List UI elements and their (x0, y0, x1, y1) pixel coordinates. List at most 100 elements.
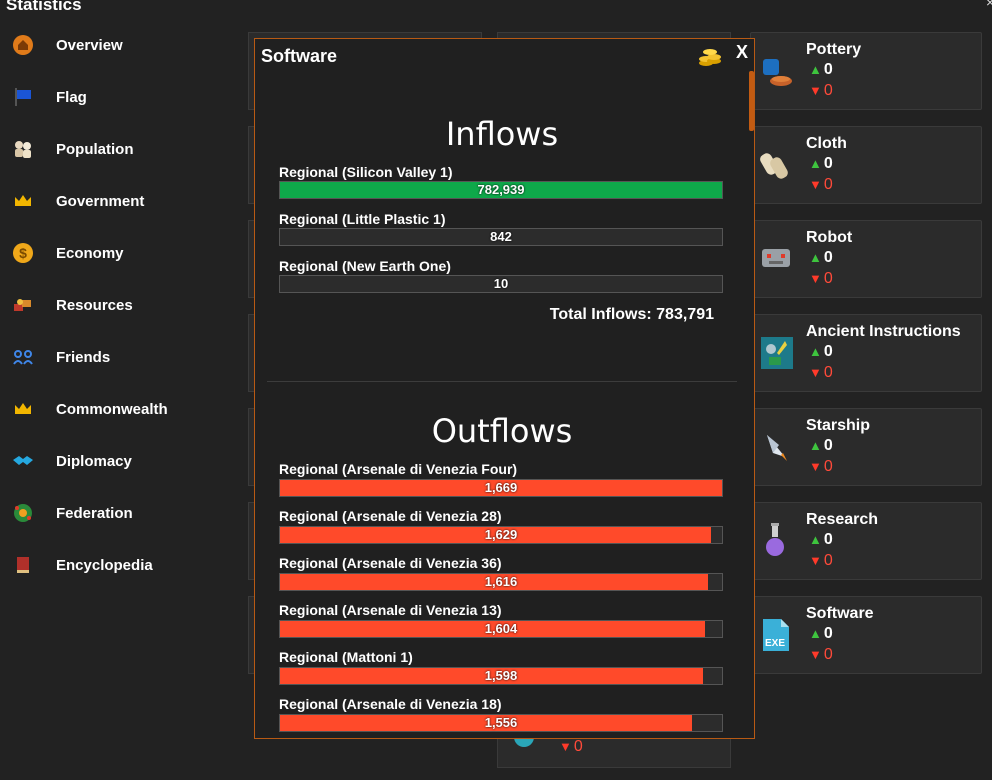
inflow-value: 782,939 (477, 182, 525, 197)
inflow-bar: 10 (279, 275, 723, 293)
resource-card-robot[interactable]: Robot ▲ 0 ▼ 0 (750, 220, 982, 298)
software-flow-modal: Software X Inflows Regional (Silicon Val… (254, 38, 755, 739)
inflow-label: Regional (Silicon Valley 1) (279, 164, 453, 180)
resource-name: Cloth (806, 135, 847, 152)
outflow-value: 1,598 (484, 668, 518, 683)
resource-name: Software (806, 605, 874, 622)
resource-name: Robot (806, 229, 853, 246)
sidebar-item-commonwealth[interactable]: Commonwealth (12, 394, 242, 424)
sidebar-item-resources[interactable]: Resources (12, 290, 242, 320)
svg-text:EXE: EXE (765, 638, 785, 649)
outflow-value: 1,669 (484, 480, 518, 495)
outflow-bar-fill (280, 480, 722, 496)
resource-up: ▲ 0 (809, 625, 833, 642)
sidebar-item-label: Diplomacy (56, 452, 132, 470)
outflow-label: Regional (Arsenale di Venezia 18) (279, 696, 502, 712)
outflow-bar-fill (280, 715, 692, 731)
resource-down: ▼ 0 (809, 458, 833, 475)
flask-icon (759, 521, 793, 559)
resource-card-starship[interactable]: Starship ▲ 0 ▼ 0 (750, 408, 982, 486)
outflow-label: Regional (Arsenale di Venezia 28) (279, 508, 502, 524)
sidebar-item-flag[interactable]: Flag (12, 82, 242, 112)
outflow-value: 1,629 (484, 527, 518, 542)
starship-icon (759, 427, 793, 465)
sidebar-item-population[interactable]: Population (12, 134, 242, 164)
resource-up: ▲ 0 (809, 343, 833, 360)
friends-icon (12, 346, 34, 368)
outflow-bar: 1,616 (279, 573, 723, 591)
inflow-bar: 842 (279, 228, 723, 246)
window-close-button[interactable]: × (986, 0, 992, 10)
sidebar-item-economy[interactable]: $ Economy (12, 238, 242, 268)
federation-icon (12, 502, 34, 524)
resource-name: Ancient Instructions (806, 323, 961, 340)
sidebar-item-label: Government (56, 192, 145, 210)
sidebar-item-federation[interactable]: Federation (12, 498, 242, 528)
section-divider (267, 381, 737, 382)
sidebar-item-label: Overview (56, 36, 123, 54)
sidebar-item-label: Federation (56, 504, 133, 522)
resource-down: ▼ 0 (809, 552, 833, 569)
handshake-icon (12, 450, 34, 472)
resource-card-software[interactable]: EXE Software ▲ 0 ▼ 0 (750, 596, 982, 674)
outflow-value: 1,556 (484, 715, 518, 730)
resource-card-pottery[interactable]: Pottery ▲ 0 ▼ 0 (750, 32, 982, 110)
inflow-value: 10 (493, 276, 509, 291)
robot-icon (759, 239, 793, 277)
resource-down: ▼ 0 (809, 82, 833, 99)
resource-card-ancient-instructions[interactable]: Ancient Instructions ▲ 0 ▼ 0 (750, 314, 982, 392)
outflow-bar-fill (280, 574, 708, 590)
outflow-bar-fill (280, 621, 705, 637)
window-title: Statistics (6, 0, 82, 14)
total-inflows: Total Inflows: 783,791 (549, 306, 714, 323)
resource-card-research[interactable]: Research ▲ 0 ▼ 0 (750, 502, 982, 580)
outflow-bar: 1,598 (279, 667, 723, 685)
resource-name: Pottery (806, 41, 862, 58)
crown-icon (12, 190, 34, 212)
resource-card-down: ▼ 0 (559, 738, 583, 755)
outflow-value: 1,616 (484, 574, 518, 589)
home-icon (12, 34, 34, 56)
svg-text:$: $ (19, 245, 27, 261)
sidebar-item-label: Economy (56, 244, 124, 262)
resource-down: ▼ 0 (809, 646, 833, 663)
sidebar-item-government[interactable]: Government (12, 186, 242, 216)
coins-icon[interactable] (698, 46, 722, 68)
sidebar-item-overview[interactable]: Overview (12, 30, 242, 60)
sidebar-item-diplomacy[interactable]: Diplomacy (12, 446, 242, 476)
outflow-bar: 1,629 (279, 526, 723, 544)
resource-card-cloth[interactable]: Cloth ▲ 0 ▼ 0 (750, 126, 982, 204)
sidebar-item-friends[interactable]: Friends (12, 342, 242, 372)
resource-up: ▲ 0 (809, 61, 833, 78)
outflow-label: Regional (Mattoni 1) (279, 649, 413, 665)
resource-up: ▲ 0 (809, 249, 833, 266)
outflow-bar: 1,669 (279, 479, 723, 497)
people-icon (12, 138, 34, 160)
inflow-label: Regional (New Earth One) (279, 258, 451, 274)
resource-up: ▲ 0 (809, 437, 833, 454)
resource-down: ▼ 0 (809, 364, 833, 381)
inflow-bar-fill (280, 182, 722, 198)
outflow-value: 1,604 (484, 621, 518, 636)
outflow-bar-fill (280, 668, 703, 684)
outflow-label: Regional (Arsenale di Venezia 13) (279, 602, 502, 618)
crown-icon (12, 398, 34, 420)
sidebar-item-label: Encyclopedia (56, 556, 153, 574)
cloth-icon (759, 145, 793, 183)
pottery-icon (759, 51, 793, 89)
resource-up: ▲ 0 (809, 155, 833, 172)
exe-file-icon: EXE (759, 615, 793, 653)
resource-name: Starship (806, 417, 871, 434)
modal-close-button[interactable]: X (736, 42, 749, 62)
sidebar-item-label: Resources (56, 296, 133, 314)
modal-scrollbar[interactable] (749, 71, 754, 131)
inflow-label: Regional (Little Plastic 1) (279, 211, 446, 227)
outflow-bar: 1,556 (279, 714, 723, 732)
sidebar-item-encyclopedia[interactable]: Encyclopedia (12, 550, 242, 580)
book-icon (12, 554, 34, 576)
dollar-coin-icon: $ (12, 242, 34, 264)
outflows-heading: Outflows (431, 412, 573, 450)
outflow-bar-fill (280, 527, 712, 543)
outflow-label: Regional (Arsenale di Venezia 36) (279, 555, 502, 571)
flag-icon (12, 86, 34, 108)
